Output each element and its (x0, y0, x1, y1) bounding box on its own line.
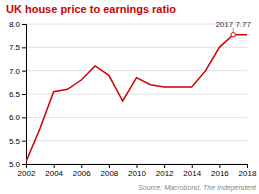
y-tick-mark (22, 71, 26, 72)
y-tick: 5.5 (9, 137, 26, 146)
grid-line (26, 70, 247, 71)
x-tick-label: 2006 (73, 169, 91, 178)
title: UK house price to earnings ratio (6, 3, 176, 15)
y-tick-label: 8.0 (9, 20, 21, 29)
x-tick-label: 2002 (18, 169, 36, 178)
x-tick-mark (219, 164, 220, 168)
x-tick-mark (109, 164, 110, 168)
x-tick: 2006 (73, 164, 91, 178)
x-axis: 2002 2004 2006 2008 2010 2012 2014 2016 2018 (18, 164, 257, 178)
plot: 5.05.56.06.57.07.58.02002200420062008201… (9, 20, 257, 178)
highlight-point (231, 33, 235, 37)
x-tick-mark (26, 164, 27, 168)
x-tick-label: 2004 (45, 169, 63, 178)
grid (26, 24, 247, 164)
y-tick-label: 6.5 (9, 90, 21, 99)
marks (26, 33, 247, 162)
grid-line (26, 24, 247, 25)
line (26, 35, 247, 162)
chart: 5.05.56.06.57.07.58.02002200420062008201… (0, 0, 259, 194)
x-tick: 2004 (45, 164, 63, 178)
x-tick-mark (164, 164, 165, 168)
y-tick-label: 7.5 (9, 43, 21, 52)
annotation: 2017 7.77 (215, 20, 251, 29)
grid-line (26, 94, 247, 95)
y-tick: 6.5 (9, 90, 26, 99)
grid-line (26, 47, 247, 48)
grid-line (26, 117, 247, 118)
y-tick-mark (22, 141, 26, 142)
y-tick-label: 6.0 (9, 113, 21, 122)
x-tick-mark (54, 164, 55, 168)
x-tick-mark (247, 164, 248, 168)
x-tick: 2014 (183, 164, 201, 178)
x-tick-mark (137, 164, 138, 168)
x-tick: 2002 (18, 164, 36, 178)
grid-line (26, 140, 247, 141)
y-tick: 7.0 (9, 67, 26, 76)
x-tick-mark (192, 164, 193, 168)
y-tick-label: 5.5 (9, 137, 21, 146)
x-axis-line (27, 165, 248, 169)
y-tick-label: 7.0 (9, 67, 21, 76)
x-tick: 2010 (128, 164, 146, 178)
y-tick-mark (22, 24, 26, 25)
x-tick-label: 2016 (211, 169, 229, 178)
y-tick-mark (22, 117, 26, 118)
y-tick: 8.0 (9, 20, 26, 29)
x-tick-label: 2008 (100, 169, 118, 178)
y-tick: 6.0 (9, 113, 26, 122)
x-tick-label: 2014 (183, 169, 201, 178)
y-tick-mark (22, 94, 26, 95)
x-tick: 2008 (100, 164, 118, 178)
y-tick-mark (22, 164, 26, 165)
x-tick-label: 2010 (128, 169, 146, 178)
x-tick-label: 2012 (156, 169, 174, 178)
y-axis: 5.05.56.06.57.07.58.0 (9, 20, 27, 169)
x-tick: 2018 (239, 164, 257, 178)
source: Source: Macrobond, The Independent (138, 184, 257, 192)
x-tick: 2012 (156, 164, 174, 178)
y-tick-mark (22, 47, 26, 48)
y-tick: 7.5 (9, 43, 26, 52)
y-axis-line (22, 25, 27, 165)
x-tick-label: 2018 (239, 169, 257, 178)
x-tick: 2016 (211, 164, 229, 178)
x-tick-mark (81, 164, 82, 168)
